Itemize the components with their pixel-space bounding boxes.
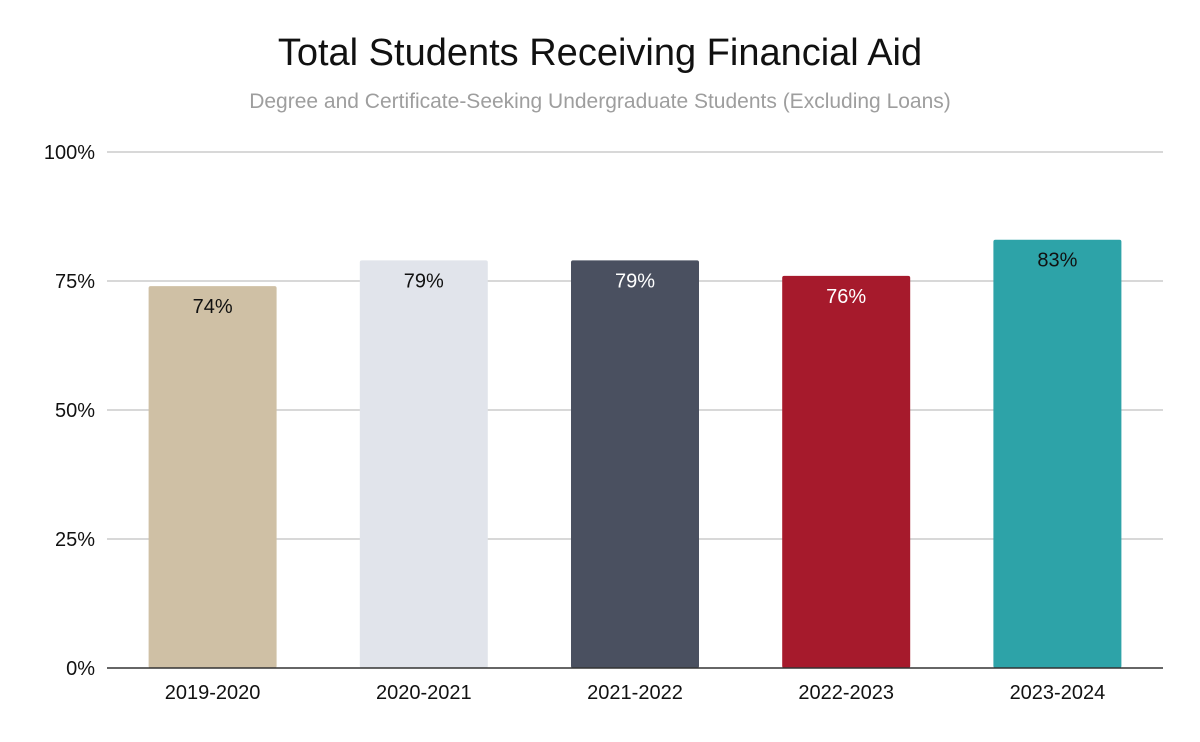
bar-value-label: 76% [826, 286, 866, 308]
bar-value-label: 74% [193, 296, 233, 318]
y-tick-label: 0% [66, 658, 95, 680]
x-tick-label: 2021-2022 [587, 682, 683, 704]
y-tick-label: 100% [44, 142, 95, 164]
y-tick-label: 75% [55, 271, 95, 293]
x-tick-label: 2023-2024 [1010, 682, 1106, 704]
chart-subtitle: Degree and Certificate-Seeking Undergrad… [249, 90, 951, 113]
bar [571, 260, 699, 668]
bar-value-label: 79% [404, 270, 444, 292]
y-axis: 0% 25% 50% 75% 100% [44, 142, 95, 680]
x-axis: 2019-2020 2020-2021 2021-2022 2022-2023 2023… [107, 667, 1163, 704]
bar [359, 260, 488, 668]
x-tick-label: 2019-2020 [165, 682, 261, 704]
bar [782, 275, 911, 668]
bar [148, 286, 277, 668]
bar [993, 239, 1122, 668]
bar-value-label: 83% [1037, 250, 1077, 272]
y-tick-label: 50% [55, 400, 95, 422]
chart-title: Total Students Receiving Financial Aid [277, 32, 923, 74]
bars: 74% 79% 79% 76% 83% [148, 239, 1122, 668]
x-tick-label: 2022-2023 [798, 682, 894, 704]
y-tick-label: 25% [55, 529, 95, 551]
x-tick-label: 2020-2021 [376, 682, 472, 704]
bar-value-label: 79% [615, 270, 655, 292]
